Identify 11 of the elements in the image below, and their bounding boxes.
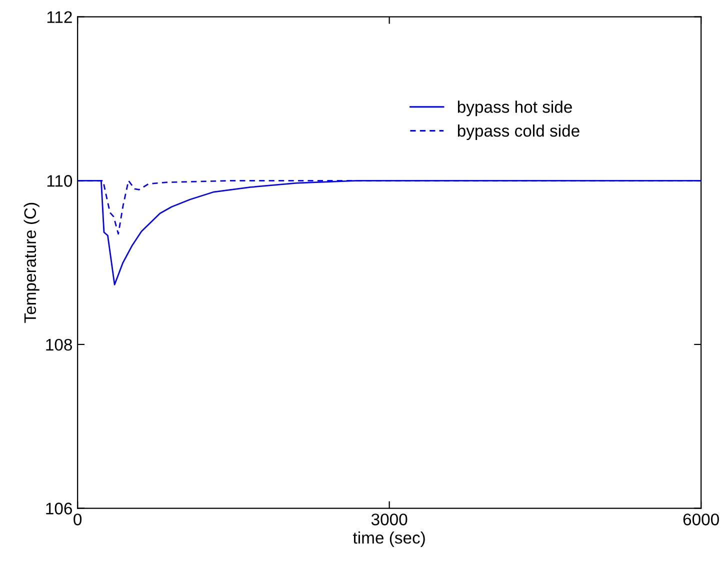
x-tick-label: 0 bbox=[74, 514, 82, 526]
y-tick-label: 112 bbox=[47, 11, 72, 23]
y-tick-label: 106 bbox=[46, 502, 72, 514]
x-tick-label: 3000 bbox=[371, 514, 408, 526]
y-tick-label: 110 bbox=[47, 175, 72, 187]
y-tick-label: 108 bbox=[46, 338, 72, 351]
legend-label: bypass cold side bbox=[458, 124, 580, 140]
x-tick-label: 6000 bbox=[683, 514, 719, 526]
legend-label: bypass hot side bbox=[458, 100, 572, 116]
y-axis-title: Temperature (C) bbox=[24, 202, 40, 323]
x-axis-title: time (sec) bbox=[353, 531, 425, 547]
